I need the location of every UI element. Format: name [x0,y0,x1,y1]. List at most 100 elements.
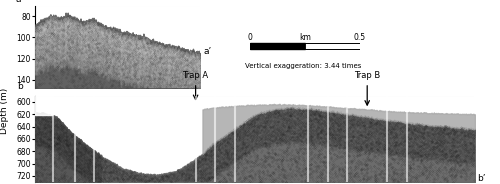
Point [47,25,55,28]
Point [148,71,156,74]
Point [223,153,231,156]
Point [64,179,72,182]
Point [238,138,246,141]
Point [46,153,54,156]
Point [466,151,473,153]
Point [468,154,476,157]
Point [470,164,478,167]
Point [436,132,444,135]
Point [380,162,388,164]
Point [76,142,84,145]
Point [122,63,130,66]
Point [259,171,267,174]
Point [69,47,77,50]
Point [46,157,54,160]
Point [371,154,379,157]
Point [396,149,404,152]
Point [282,119,290,122]
Point [302,166,310,169]
Point [63,31,71,34]
Point [236,137,244,140]
Point [285,125,293,128]
Point [362,135,370,138]
Point [66,36,74,39]
Point [270,171,278,174]
Point [277,171,285,174]
Point [126,49,134,52]
Point [288,123,296,126]
Point [284,143,292,146]
Point [342,178,350,181]
Point [36,84,44,87]
Point [448,173,456,176]
Point [122,75,130,78]
Point [375,124,383,127]
Point [448,129,456,132]
Point [450,128,458,131]
Point [184,71,192,74]
Point [119,178,127,181]
Point [256,126,264,129]
Point [247,154,255,157]
Point [74,139,82,142]
Point [92,37,100,40]
Point [110,69,118,72]
Point [325,128,333,131]
Point [411,137,419,140]
Point [73,44,81,47]
Point [234,134,241,137]
Point [306,120,314,123]
Point [280,139,288,141]
Point [213,150,221,153]
Point [60,124,68,127]
Point [84,42,92,45]
Point [76,86,84,89]
Point [48,124,56,127]
Point [236,134,244,137]
Point [80,39,88,42]
Point [225,170,233,173]
Point [68,155,76,158]
Point [310,109,318,112]
Point [454,154,462,157]
Point [406,144,414,147]
Point [417,159,425,162]
Point [296,108,304,111]
Point [318,164,326,167]
Point [174,62,182,65]
Point [271,178,279,181]
Point [434,131,442,134]
Point [34,144,42,147]
Point [356,152,364,155]
Point [329,147,337,150]
Point [51,124,59,127]
Point [294,123,302,125]
Point [168,76,176,79]
Point [460,135,468,138]
Point [73,165,81,168]
Point [442,128,450,131]
Point [280,133,287,136]
Point [38,70,46,72]
Point [438,130,446,133]
Point [110,49,118,52]
Point [390,127,398,130]
Point [260,178,268,181]
Point [158,77,166,80]
Point [330,139,338,142]
Point [318,168,326,171]
Point [266,126,274,129]
Point [170,51,178,54]
Point [312,153,320,156]
Point [448,151,456,154]
Point [444,152,452,155]
Point [137,177,145,180]
Point [118,173,126,176]
Point [102,64,110,67]
Point [302,122,310,125]
Point [43,120,51,123]
Point [117,34,125,37]
Point [365,151,373,154]
Point [293,150,301,153]
Point [355,160,363,163]
